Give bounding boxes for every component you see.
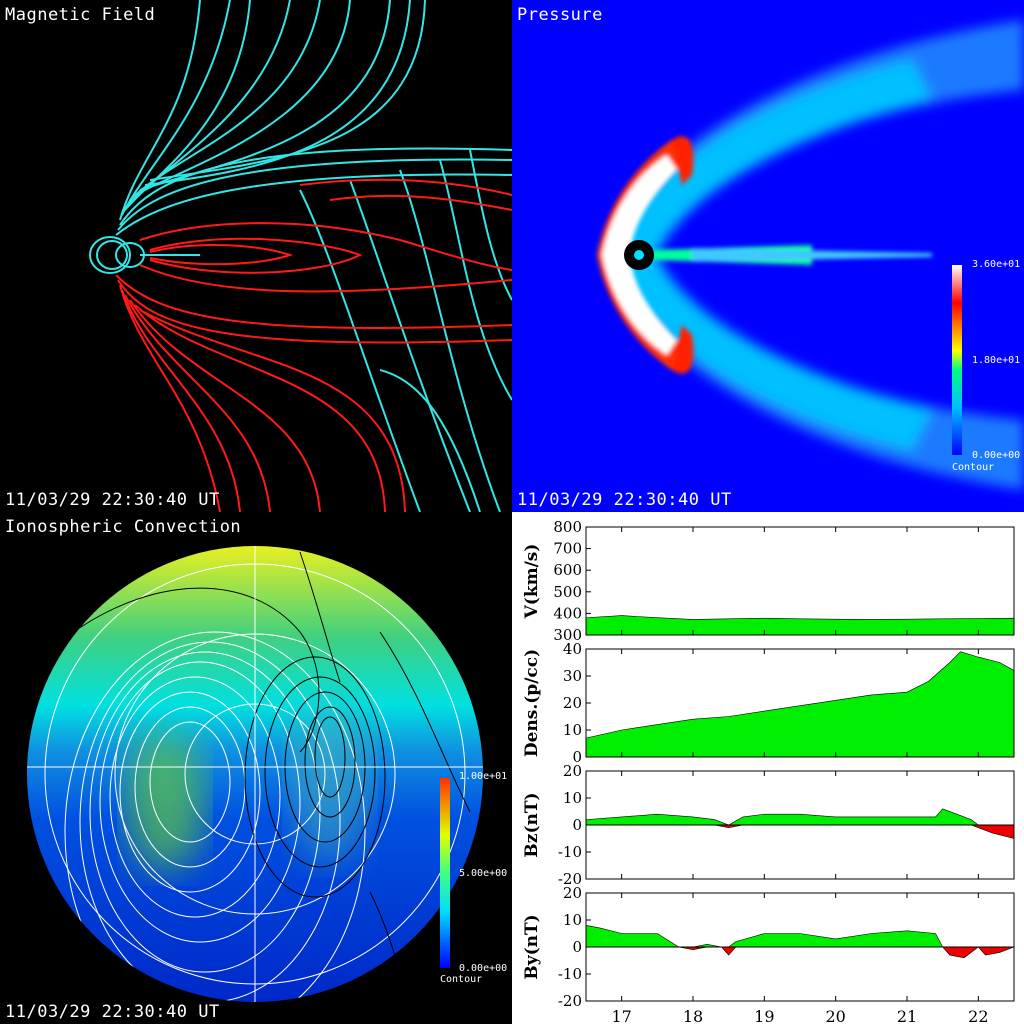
area-negative-2 — [586, 824, 1015, 839]
pressure-panel-title: Pressure — [517, 5, 603, 25]
ytick-label-1: 10 — [563, 721, 582, 739]
area-positive-3 — [585, 925, 1014, 948]
ionosphere-colorbar-min: 0.00e+00 — [459, 963, 508, 974]
subplot-2: -20 -10 0 10 20 Bz(nT) — [522, 762, 1015, 888]
area-positive-0 — [585, 615, 1015, 636]
ytick-label-2: 20 — [563, 762, 582, 780]
magnetic-panel-title: Magnetic Field — [5, 5, 156, 25]
ionosphere-panel: 1.00e+01 5.00e+00 0.00e+00 Contour Ionos… — [0, 512, 512, 1024]
ytick-label-2: -10 — [558, 843, 582, 861]
magnetosheath — [602, 20, 1024, 490]
ytick-label-0: 700 — [553, 540, 582, 558]
ylabel-0: V(km/s) — [522, 544, 542, 620]
subplot-1: 0 10 20 30 40 Dens.(p/cc) — [522, 640, 1015, 766]
ionosphere-colorbar-mid: 5.00e+00 — [459, 868, 508, 879]
ytick-label-1: 0 — [572, 748, 582, 766]
ytick-label-1: 20 — [563, 694, 582, 712]
subplot-3: -20 -10 0 10 20 By(nT) — [522, 884, 1015, 1010]
ylabel-3: By(nT) — [522, 914, 542, 979]
area-positive-2 — [585, 808, 1014, 826]
ionosphere-panel-timestamp: 11/03/29 22:30:40 UT — [5, 1002, 220, 1022]
ytick-label-3: 0 — [572, 938, 582, 956]
ionosphere-panel-title: Ionospheric Convection — [5, 517, 242, 537]
ylabel-2: Bz(nT) — [522, 792, 542, 857]
xtick-label: 17 — [611, 1007, 631, 1024]
solar-wind-timeseries-panel: 300 400 500 600 700 800 V(km/s) 0 10 20 30 40 Dens.(… — [512, 512, 1024, 1024]
timeseries-chart: 300 400 500 600 700 800 V(km/s) 0 10 20 30 40 Dens.(… — [522, 518, 1015, 1024]
ionosphere-colorbar — [440, 778, 450, 968]
ionosphere-map — [27, 546, 483, 1002]
ytick-label-1: 30 — [563, 667, 582, 685]
xtick-label: 20 — [825, 1007, 845, 1024]
ytick-label-0: 400 — [553, 604, 582, 622]
xtick-label: 18 — [683, 1007, 703, 1024]
xtick-label: 19 — [754, 1007, 774, 1024]
ytick-label-2: 10 — [563, 789, 582, 807]
pressure-colorbar-mid: 1.80e+01 — [972, 355, 1021, 366]
subplot-frame-0 — [585, 526, 1015, 636]
ytick-label-0: 500 — [553, 583, 582, 601]
magnetic-field-lines — [89, 0, 512, 512]
red-field-lines — [115, 178, 512, 512]
magnetic-panel-timestamp: 11/03/29 22:30:40 UT — [5, 490, 220, 510]
ytick-label-3: -20 — [558, 992, 582, 1010]
ytick-label-2: -20 — [558, 870, 582, 888]
ytick-label-0: 600 — [553, 561, 582, 579]
ytick-label-1: 40 — [563, 640, 582, 658]
pressure-colorbar-min: 0.00e+00 — [972, 450, 1021, 461]
pressure-colorbar-caption: Contour — [952, 462, 995, 473]
ytick-label-0: 800 — [553, 518, 582, 536]
ionosphere-colorbar-max: 1.00e+01 — [459, 771, 508, 782]
ylabel-1: Dens.(p/cc) — [522, 649, 542, 757]
pressure-panel: 3.60e+01 1.80e+01 0.00e+00 Contour Press… — [512, 0, 1024, 512]
magnetic-field-panel: Magnetic Field 11/03/29 22:30:40 UT — [0, 0, 512, 512]
pressure-colorbar-max: 3.60e+01 — [972, 259, 1021, 270]
pressure-colorbar — [952, 265, 962, 455]
pressure-panel-timestamp: 11/03/29 22:30:40 UT — [517, 490, 732, 510]
area-positive-1 — [585, 651, 1015, 758]
cyan-field-lines — [115, 0, 512, 512]
ytick-label-0: 300 — [553, 626, 582, 644]
ytick-label-3: -10 — [558, 965, 582, 983]
ytick-label-2: 0 — [572, 816, 582, 834]
ytick-label-3: 10 — [563, 911, 582, 929]
area-negative-3 — [586, 946, 1015, 959]
xtick-label: 22 — [968, 1007, 988, 1024]
ytick-label-3: 20 — [563, 884, 582, 902]
ionosphere-colorbar-caption: Contour — [440, 974, 483, 985]
pressure-map — [597, 20, 1024, 490]
earth-shells — [89, 236, 200, 274]
subplot-0: 300 400 500 600 700 800 V(km/s) — [522, 518, 1015, 644]
xtick-label: 21 — [897, 1007, 917, 1024]
